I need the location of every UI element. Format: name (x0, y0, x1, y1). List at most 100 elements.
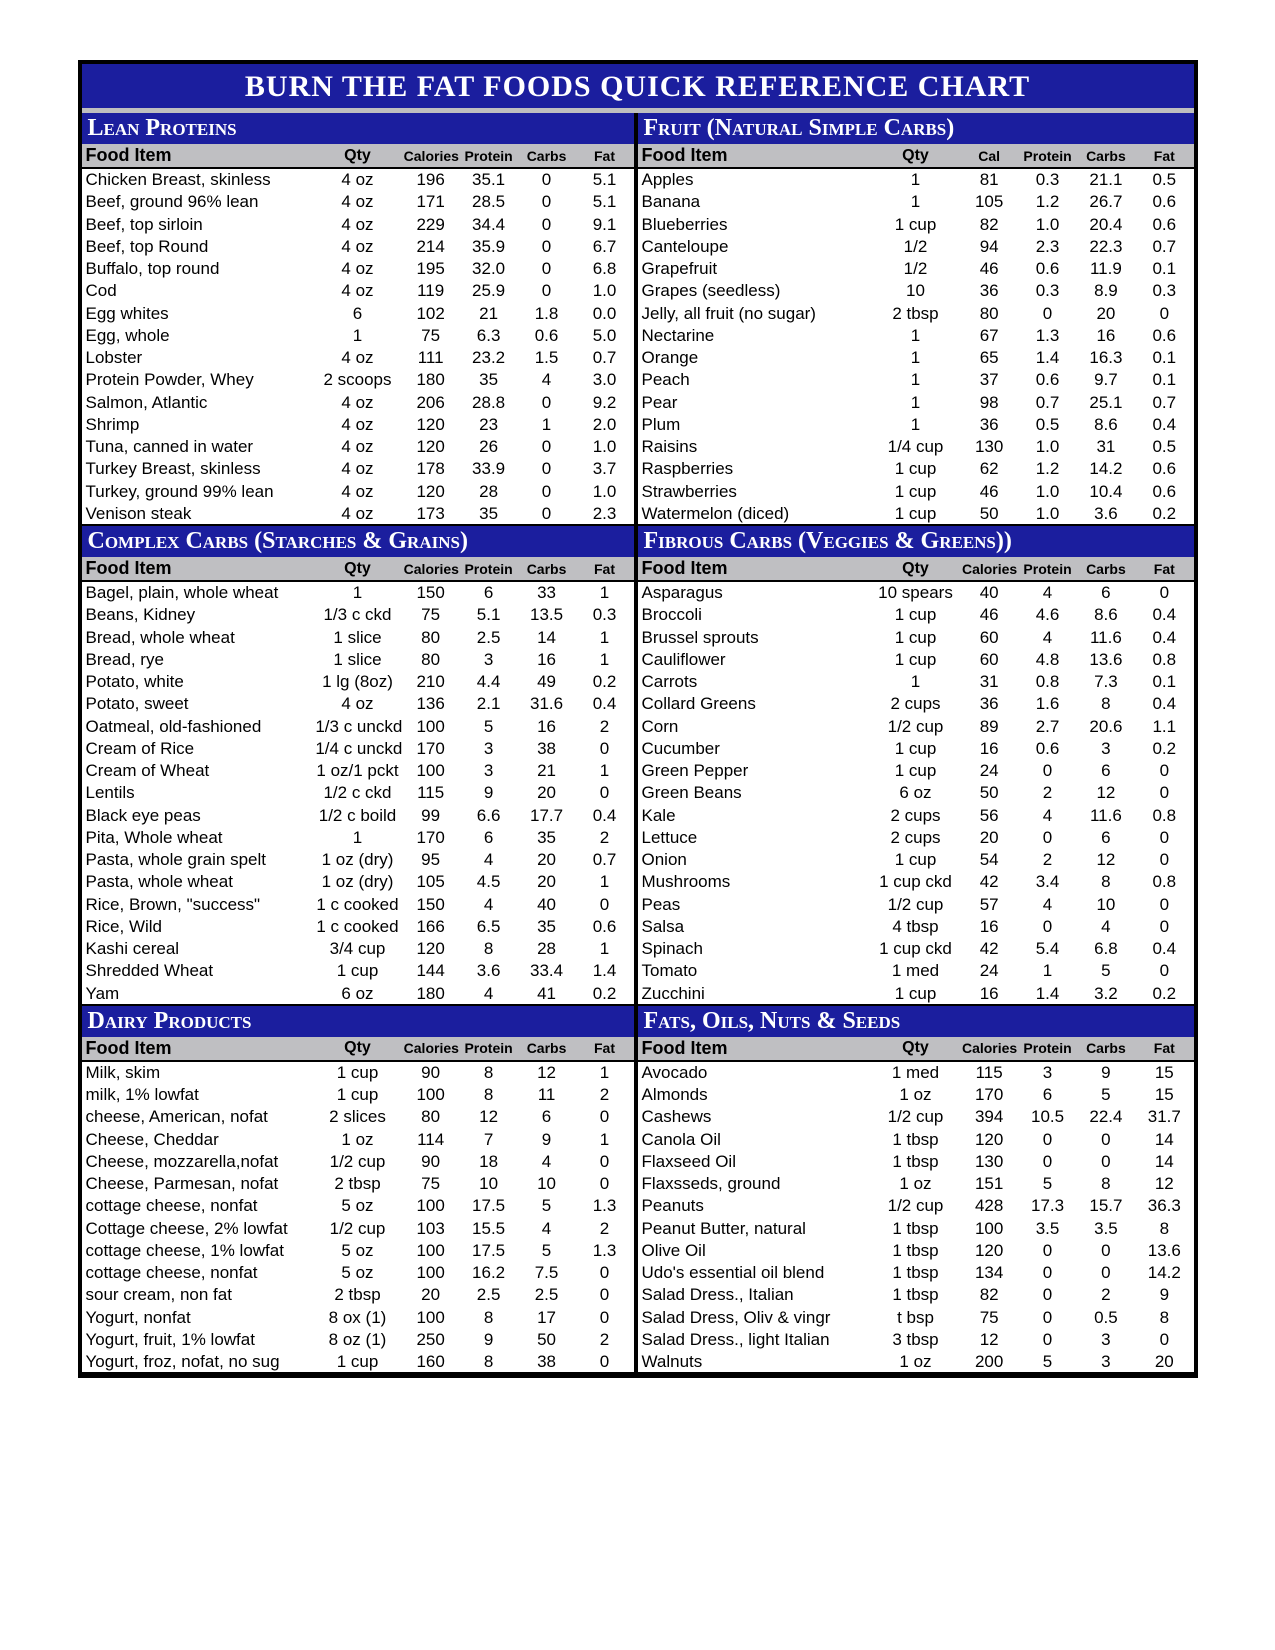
cell: 38 (518, 737, 576, 759)
cell: Beef, ground 96% lean (82, 191, 314, 213)
cell: 0 (1135, 782, 1193, 804)
cell: 95 (402, 849, 460, 871)
cell: 50 (960, 502, 1018, 525)
cell: 2 (576, 1084, 634, 1106)
cell: 1 cup (313, 1061, 401, 1084)
cell: 0.7 (1135, 391, 1193, 413)
table-row: Apples1810.321.10.5 (638, 168, 1194, 191)
column-header: Protein (1018, 144, 1076, 168)
cell: 0.0 (576, 302, 634, 324)
table-row: Cream of Wheat1 oz/1 pckt1003211 (82, 760, 634, 782)
cell: 24 (960, 760, 1018, 782)
cell: Kale (638, 804, 872, 826)
cell: 14 (1135, 1150, 1193, 1172)
cell: 1 (576, 581, 634, 604)
table-row: Cheese, mozzarella,nofat1/2 cup901840 (82, 1150, 634, 1172)
cell: 35.9 (460, 235, 518, 257)
table-row: Shredded Wheat1 cup1443.633.41.4 (82, 960, 634, 982)
cell: Banana (638, 191, 872, 213)
column-header: Qty (313, 557, 401, 581)
cell: 35 (460, 502, 518, 525)
table-row: Lobster4 oz11123.21.50.7 (82, 347, 634, 369)
cell: 28.8 (460, 391, 518, 413)
cell: 130 (960, 436, 1018, 458)
cell: 111 (402, 347, 460, 369)
cell: 3 (460, 760, 518, 782)
table-row: Peas1/2 cup574100 (638, 893, 1194, 915)
cell: Salad Dress., light Italian (638, 1328, 872, 1350)
table-row: Yogurt, froz, nofat, no sug1 cup1608380 (82, 1351, 634, 1374)
table-row: Turkey, ground 99% lean4 oz1202801.0 (82, 480, 634, 502)
cell: 1/2 (871, 258, 960, 280)
cell: 0.3 (576, 604, 634, 626)
cell: 2 cups (871, 804, 960, 826)
table-row: Cucumber1 cup160.630.2 (638, 737, 1194, 759)
table-row: Rice, Brown, "success"1 c cooked1504400 (82, 893, 634, 915)
cell: 100 (402, 1262, 460, 1284)
table-row: Yogurt, fruit, 1% lowfat8 oz (1)2509502 (82, 1328, 634, 1350)
cell: 8 (1077, 693, 1135, 715)
cell: 0.2 (1135, 982, 1193, 1005)
cell: 14 (518, 626, 576, 648)
table-row: Raisins1/4 cup1301.0310.5 (638, 436, 1194, 458)
cell: 0.4 (1135, 413, 1193, 435)
cell: 0 (1018, 1262, 1076, 1284)
cell: Carrots (638, 671, 872, 693)
cell: 8 (1077, 871, 1135, 893)
cell: 0.6 (1135, 458, 1193, 480)
cell: 9 (460, 1328, 518, 1350)
cell: 4 oz (313, 436, 401, 458)
cell: 33.9 (460, 458, 518, 480)
cell: 0.3 (1018, 168, 1076, 191)
cell: 67 (960, 324, 1018, 346)
cell: 16.2 (460, 1262, 518, 1284)
cell: 90 (402, 1150, 460, 1172)
column-header: Carbs (518, 144, 576, 168)
cell: 60 (960, 626, 1018, 648)
table-row: Venison steak4 oz1733502.3 (82, 502, 634, 525)
cell: 1.4 (1018, 982, 1076, 1005)
table-row: Grapefruit1/2460.611.90.1 (638, 258, 1194, 280)
column-header: Fat (576, 1037, 634, 1061)
cell: 3 (460, 737, 518, 759)
column-header: Carbs (518, 1037, 576, 1061)
table-row: Strawberries1 cup461.010.40.6 (638, 480, 1194, 502)
table-row: Asparagus10 spears40460 (638, 581, 1194, 604)
cell: 0.6 (1135, 324, 1193, 346)
table-row: Flaxsseds, ground1 oz1515812 (638, 1173, 1194, 1195)
cell: 16 (960, 737, 1018, 759)
cell: 3.5 (1077, 1217, 1135, 1239)
cell: 0 (1077, 1150, 1135, 1172)
cell: 6 oz (871, 782, 960, 804)
cell: 1/2 cup (313, 1150, 401, 1172)
table-row: Udo's essential oil blend1 tbsp1340014.2 (638, 1262, 1194, 1284)
cell: Bread, whole wheat (82, 626, 314, 648)
cell: Cottage cheese, 2% lowfat (82, 1217, 314, 1239)
cell: 100 (960, 1217, 1018, 1239)
cell: Salad Dress., Italian (638, 1284, 872, 1306)
cell: 1.8 (518, 302, 576, 324)
cell: 8 (460, 1061, 518, 1084)
table-row: Cauliflower1 cup604.813.60.8 (638, 648, 1194, 670)
cell: 5 (518, 1195, 576, 1217)
table-row: Potato, sweet4 oz1362.131.60.4 (82, 693, 634, 715)
table-row: Peach1370.69.70.1 (638, 369, 1194, 391)
sections-grid: Lean ProteinsFood ItemQtyCaloriesProtein… (82, 113, 1194, 1374)
cell: 10 (1077, 893, 1135, 915)
cell: 0.2 (1135, 502, 1193, 525)
cell: 0 (1077, 1262, 1135, 1284)
cell: 1 (871, 324, 960, 346)
table-row: Brussel sprouts1 cup60411.60.4 (638, 626, 1194, 648)
cell: Beef, top sirloin (82, 213, 314, 235)
cell: 8 ox (1) (313, 1306, 401, 1328)
cell: 21 (518, 760, 576, 782)
cell: 5 oz (313, 1195, 401, 1217)
cell: 0.1 (1135, 671, 1193, 693)
cell: 1 lg (8oz) (313, 671, 401, 693)
table-row: Cheese, Parmesan, nofat2 tbsp7510100 (82, 1173, 634, 1195)
cell: Turkey Breast, skinless (82, 458, 314, 480)
column-header: Protein (1018, 1037, 1076, 1061)
cell: Salmon, Atlantic (82, 391, 314, 413)
cell: 0.4 (1135, 938, 1193, 960)
cell: 0 (1135, 893, 1193, 915)
